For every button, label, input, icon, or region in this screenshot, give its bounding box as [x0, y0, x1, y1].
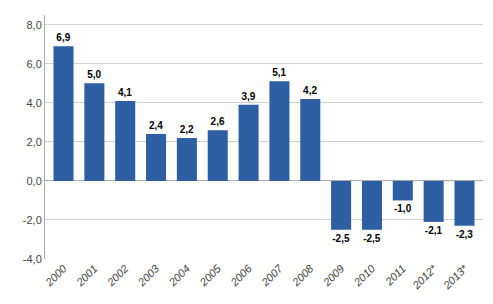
svg-text:-2,5: -2,5	[332, 233, 350, 244]
svg-text:2,4: 2,4	[149, 120, 163, 131]
svg-text:4,2: 4,2	[303, 85, 317, 96]
svg-text:-2,0: -2,0	[23, 214, 42, 226]
svg-text:0,0: 0,0	[27, 175, 42, 187]
svg-text:2006: 2006	[227, 262, 254, 289]
svg-text:2,6: 2,6	[211, 116, 225, 127]
svg-text:-2,3: -2,3	[456, 229, 474, 240]
svg-text:8,0: 8,0	[27, 19, 42, 31]
svg-text:2,2: 2,2	[180, 124, 194, 135]
svg-text:2012*: 2012*	[409, 262, 439, 292]
svg-text:2009: 2009	[320, 262, 347, 289]
svg-text:2010: 2010	[351, 262, 378, 289]
svg-text:2,0: 2,0	[27, 136, 42, 148]
svg-text:2000: 2000	[42, 262, 69, 289]
svg-text:2011: 2011	[382, 262, 408, 288]
svg-text:2004: 2004	[166, 262, 193, 289]
svg-text:6,9: 6,9	[56, 32, 70, 43]
svg-text:2001: 2001	[73, 262, 100, 289]
svg-text:-4,0: -4,0	[23, 253, 42, 265]
svg-text:-2,5: -2,5	[363, 233, 381, 244]
svg-text:2008: 2008	[289, 262, 316, 289]
svg-text:2005: 2005	[197, 262, 224, 289]
svg-text:2003: 2003	[135, 262, 162, 289]
svg-text:4,1: 4,1	[118, 87, 132, 98]
svg-text:-1,0: -1,0	[394, 203, 412, 214]
svg-text:2013*: 2013*	[440, 262, 470, 292]
svg-text:4,0: 4,0	[27, 97, 42, 109]
svg-text:-2,1: -2,1	[425, 225, 443, 236]
svg-text:2002: 2002	[104, 262, 131, 289]
svg-text:6,0: 6,0	[27, 58, 42, 70]
svg-text:2007: 2007	[258, 262, 285, 289]
svg-text:3,9: 3,9	[241, 91, 255, 102]
svg-text:5,1: 5,1	[272, 67, 286, 78]
svg-text:5,0: 5,0	[87, 69, 101, 80]
